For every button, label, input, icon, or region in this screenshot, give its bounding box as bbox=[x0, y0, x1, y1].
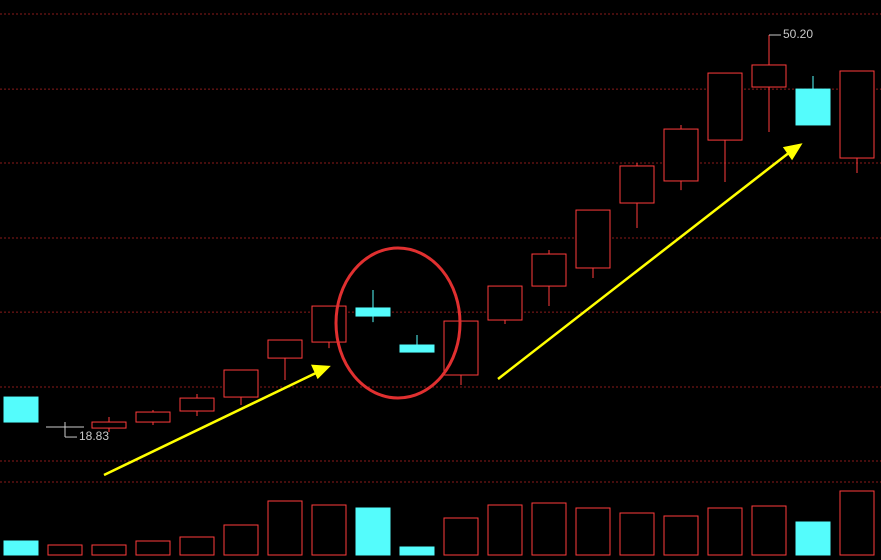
candle-body bbox=[179, 397, 215, 412]
candle-body bbox=[619, 165, 655, 204]
candle-body bbox=[663, 128, 699, 182]
volume-bar bbox=[707, 507, 743, 556]
volume-bar bbox=[399, 546, 435, 556]
candle-body bbox=[751, 64, 787, 88]
candle-body bbox=[267, 339, 303, 359]
volume-bar bbox=[795, 521, 831, 556]
volume-bar bbox=[355, 507, 391, 556]
volume-bar bbox=[839, 490, 875, 556]
volume-bar bbox=[135, 540, 171, 556]
volume-bar bbox=[47, 544, 83, 556]
trend-arrow bbox=[497, 151, 791, 380]
candle-body bbox=[839, 70, 875, 159]
volume-bar bbox=[223, 524, 259, 556]
volume-bar bbox=[531, 502, 567, 556]
volume-bar bbox=[487, 504, 523, 556]
candle-body bbox=[135, 411, 171, 423]
candle-body bbox=[3, 396, 39, 423]
volume-bar bbox=[267, 500, 303, 556]
trend-arrows bbox=[103, 143, 803, 477]
volume-bar bbox=[663, 515, 699, 556]
volume-bar bbox=[179, 536, 215, 556]
candle-body bbox=[575, 209, 611, 269]
candle-body bbox=[487, 285, 523, 321]
volume-bar bbox=[751, 505, 787, 556]
arrow-head bbox=[782, 143, 803, 161]
volume-bar bbox=[311, 504, 347, 556]
volume-bar bbox=[91, 544, 127, 556]
candle-body bbox=[91, 421, 127, 429]
candle-body bbox=[399, 344, 435, 353]
annotation: 50.20 bbox=[783, 27, 813, 41]
trend-arrow bbox=[103, 370, 319, 477]
arrow-head bbox=[310, 364, 331, 380]
volume-bar bbox=[575, 507, 611, 556]
candle-body bbox=[355, 307, 391, 317]
volume-bar bbox=[3, 540, 39, 556]
marks: 50.20 18.83 bbox=[0, 13, 881, 556]
candle-body bbox=[311, 305, 347, 343]
candle-body bbox=[223, 369, 259, 398]
volume-bar bbox=[443, 517, 479, 556]
annotation: 18.83 bbox=[79, 429, 109, 443]
highlight-circle bbox=[334, 246, 462, 400]
candle-body bbox=[531, 253, 567, 287]
candle-body bbox=[795, 88, 831, 126]
candle-body bbox=[707, 72, 743, 141]
volume-bar bbox=[619, 512, 655, 556]
